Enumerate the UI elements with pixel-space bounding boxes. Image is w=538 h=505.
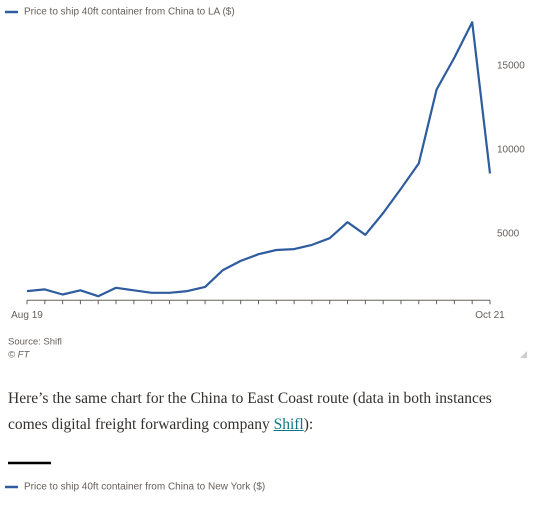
legend-label: Price to ship 40ft container from China … [24, 7, 235, 18]
credit: © FT [8, 350, 30, 361]
paragraph-text: ): [303, 416, 314, 433]
next-chart-header: Price to ship 40ft container from China … [5, 461, 265, 493]
paragraph: Here’s the same chart for the China to E… [8, 386, 533, 438]
paragraph-text: Here’s the same chart for the China to E… [8, 390, 492, 433]
chart: Price to ship 40ft container from China … [5, 7, 527, 361]
x-tick-label: Aug 19 [11, 310, 43, 321]
line-series [26, 21, 492, 298]
resize-handle [520, 351, 527, 358]
y-tick-label: 5000 [497, 229, 520, 240]
y-tick-label: 15000 [497, 61, 525, 72]
y-tick-label: 10000 [497, 145, 525, 156]
source: Source: Shifl [8, 337, 62, 348]
link[interactable]: Shifl [273, 416, 304, 433]
x-tick-label: Oct 21 [475, 310, 505, 321]
legend-label: Price to ship 40ft container from China … [24, 482, 265, 493]
